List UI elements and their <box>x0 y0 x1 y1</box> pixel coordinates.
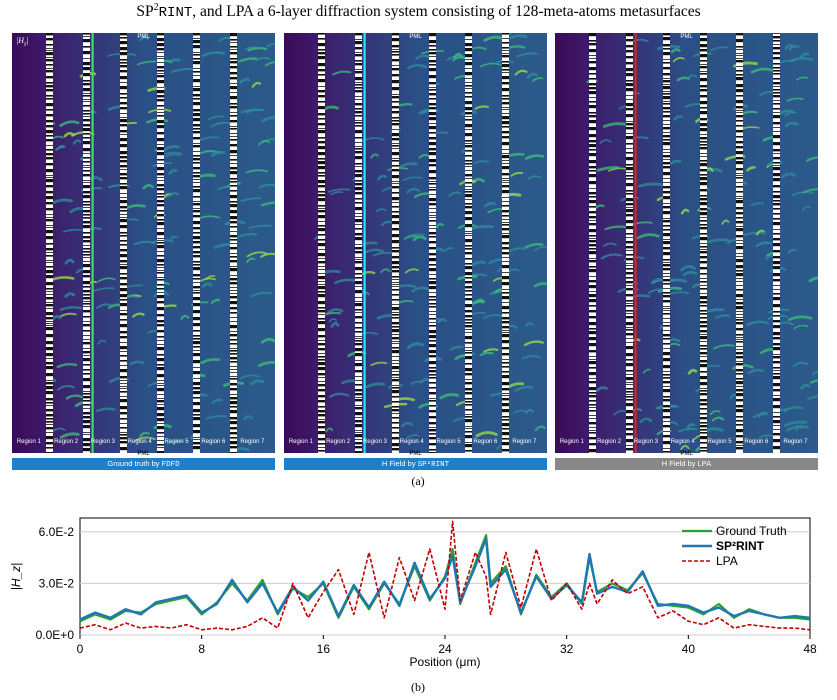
line-chart: 0.0E+0 3.0E-2 6.0E-2 0 8 16 24 32 40 48 Position (… <box>0 508 837 678</box>
field-map-ground-truth: PML |Hz| <box>12 33 275 453</box>
x-tick-label: 16 <box>317 642 331 656</box>
metasurface-column <box>589 33 596 453</box>
figure-caption: SP2RINT, and LPA a 6-layer diffraction s… <box>136 2 701 22</box>
region-label: Region 4 <box>399 439 424 445</box>
pml-label-bottom: PML <box>409 451 422 457</box>
field-map-image <box>12 33 275 453</box>
y-tick-label: 6.0E-2 <box>39 525 75 539</box>
region-label: Region 1 <box>559 439 584 445</box>
metasurface-column <box>318 33 325 453</box>
region-label: Region 5 <box>164 439 189 445</box>
metasurface-column <box>429 33 436 453</box>
pml-label-bottom: PML <box>680 451 693 457</box>
series-line-1 <box>79 537 811 621</box>
region-label: Region 6 <box>201 439 226 445</box>
y-tick-label: 0.0E+0 <box>36 628 75 642</box>
metasurface-column <box>736 33 743 453</box>
y-tick-label: 3.0E-2 <box>39 576 75 590</box>
x-axis-label: Position (μm) <box>410 655 481 669</box>
x-tick-label: 8 <box>198 642 205 656</box>
metasurface-column <box>83 33 90 453</box>
metasurface-column <box>355 33 362 453</box>
metasurface-column <box>157 33 164 453</box>
field-map-lpa: PML <box>555 33 818 453</box>
legend-entry: SP²RINT <box>716 539 765 553</box>
region-label: Region 7 <box>512 439 537 445</box>
subfigure-label-a: (a) <box>411 474 425 488</box>
field-map-image <box>284 33 547 453</box>
legend-entry: LPA <box>716 554 738 568</box>
region-label: Region 3 <box>90 439 115 445</box>
pml-label-top: PML <box>680 34 693 40</box>
region-label: Region 5 <box>707 439 732 445</box>
field-streaks <box>45 33 275 453</box>
x-tick-label: 32 <box>560 642 574 656</box>
x-tick-label: 40 <box>682 642 696 656</box>
region-label: Region 3 <box>362 439 387 445</box>
panel-caption-bar: H Field by LPA <box>555 458 818 470</box>
x-tick-label: 0 <box>77 642 84 656</box>
metasurface-column <box>392 33 399 453</box>
field-map-image <box>555 33 818 453</box>
panel-caption-bar: Ground truth by FDFD <box>12 458 275 470</box>
metasurface-column <box>773 33 780 453</box>
metasurface-column <box>663 33 670 453</box>
region-label: Region 7 <box>783 439 808 445</box>
metasurface-column <box>46 33 53 453</box>
region-label: Region 1 <box>288 439 313 445</box>
region-label: Region 7 <box>240 439 265 445</box>
panel-caption-bar: H Field by SP²RINT <box>284 458 547 470</box>
region-label: Region 4 <box>670 439 695 445</box>
region-label: Region 2 <box>54 439 79 445</box>
pml-label-top: PML <box>137 34 150 40</box>
pml-label-bottom: PML <box>137 451 150 457</box>
y-axis-label: |H_z| <box>9 563 23 591</box>
line-chart-svg: 0.0E+0 3.0E-2 6.0E-2 0 8 16 24 32 40 48 Position (… <box>9 517 817 669</box>
region-label: Region 4 <box>127 439 152 445</box>
highlight-line <box>91 33 94 453</box>
metasurface-column <box>465 33 472 453</box>
x-tick-label: 24 <box>438 642 452 656</box>
legend-entry: Ground Truth <box>716 524 787 538</box>
region-label: Region 2 <box>597 439 622 445</box>
metasurface-column <box>193 33 200 453</box>
pml-label-top: PML <box>409 34 422 40</box>
metasurface-column <box>230 33 237 453</box>
hz-label: |Hz| <box>16 36 29 48</box>
region-label: Region 2 <box>326 439 351 445</box>
highlight-line <box>363 33 366 453</box>
metasurface-column <box>120 33 127 453</box>
subfigure-label-b: (b) <box>411 680 425 694</box>
region-label: Region 1 <box>16 439 41 445</box>
field-map-sprint: PML <box>284 33 547 453</box>
series-line-2 <box>79 520 811 631</box>
region-label: Region 6 <box>744 439 769 445</box>
highlight-line <box>634 33 637 453</box>
metasurface-column <box>502 33 509 453</box>
region-label: Region 6 <box>473 439 498 445</box>
metasurface-column <box>626 33 633 453</box>
region-label: Region 3 <box>633 439 658 445</box>
region-label: Region 5 <box>436 439 461 445</box>
x-tick-label: 48 <box>803 642 817 656</box>
metasurface-column <box>700 33 707 453</box>
